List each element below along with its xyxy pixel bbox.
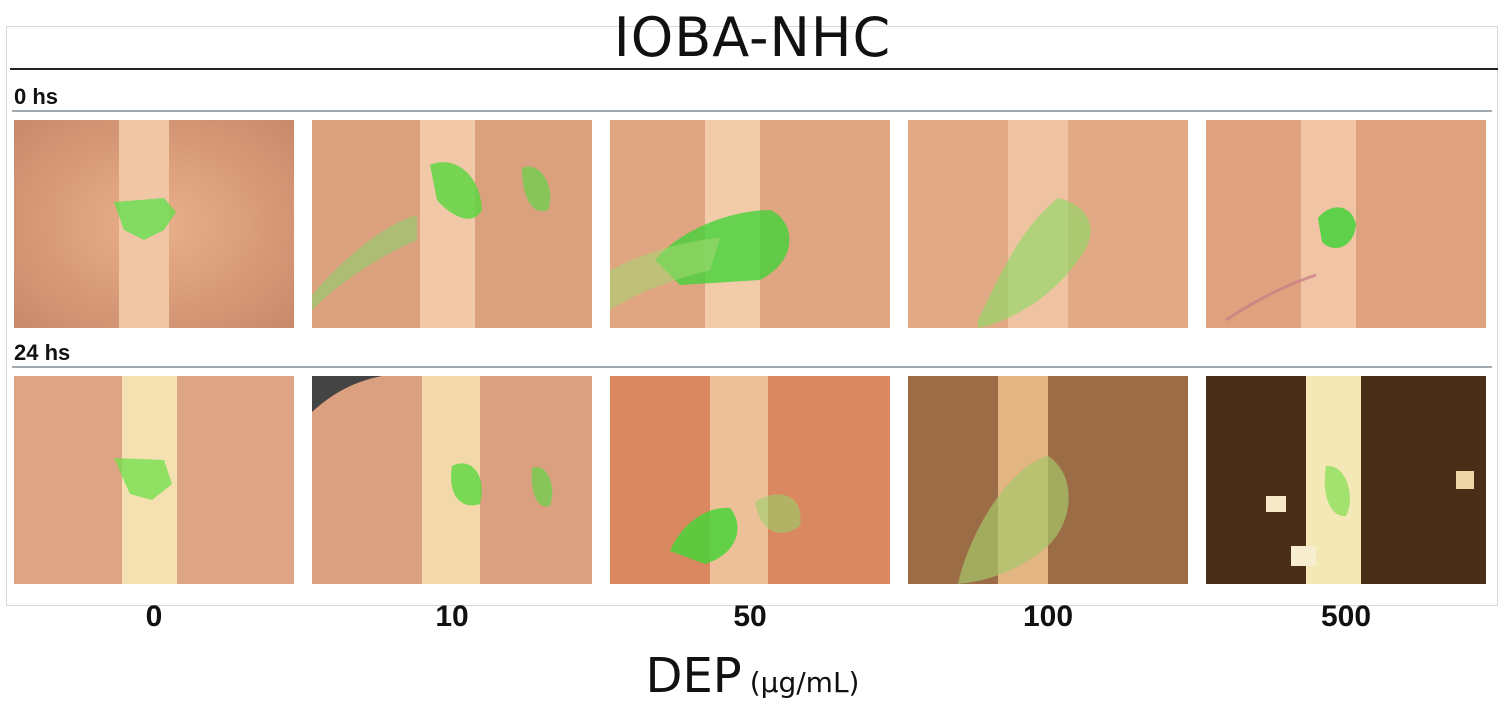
x-axis-unit: (µg/mL)	[749, 666, 860, 699]
x-axis-title: DEP	[645, 648, 742, 704]
micrograph-24h-dose-10	[312, 376, 592, 584]
dose-label-100: 100	[1022, 600, 1074, 633]
x-axis-label: DEP (µg/mL)	[0, 648, 1505, 704]
micrograph-0h-dose-0	[14, 120, 294, 328]
title-divider	[10, 68, 1498, 70]
dose-label-0: 0	[145, 600, 163, 633]
row-label-0h: 0 hs	[14, 84, 59, 109]
dose-label-500: 500	[1320, 600, 1372, 633]
row-divider-24h	[12, 366, 1492, 368]
figure-title: IOBA-NHC	[613, 6, 892, 69]
dose-label-10: 10	[435, 600, 469, 633]
micrograph-0h-dose-50	[610, 120, 890, 328]
micrograph-24h-dose-100	[908, 376, 1188, 584]
micrograph-24h-dose-0	[14, 376, 294, 584]
micrograph-24h-dose-50	[610, 376, 890, 584]
row-label-24h: 24 hs	[14, 340, 71, 365]
micrograph-0h-dose-10	[312, 120, 592, 328]
row-divider-0h	[12, 110, 1492, 112]
micrograph-24h-dose-500	[1206, 376, 1486, 584]
figure-frame	[6, 26, 1498, 606]
micrograph-0h-dose-100	[908, 120, 1188, 328]
dose-label-50: 50	[733, 600, 767, 633]
micrograph-0h-dose-500	[1206, 120, 1486, 328]
